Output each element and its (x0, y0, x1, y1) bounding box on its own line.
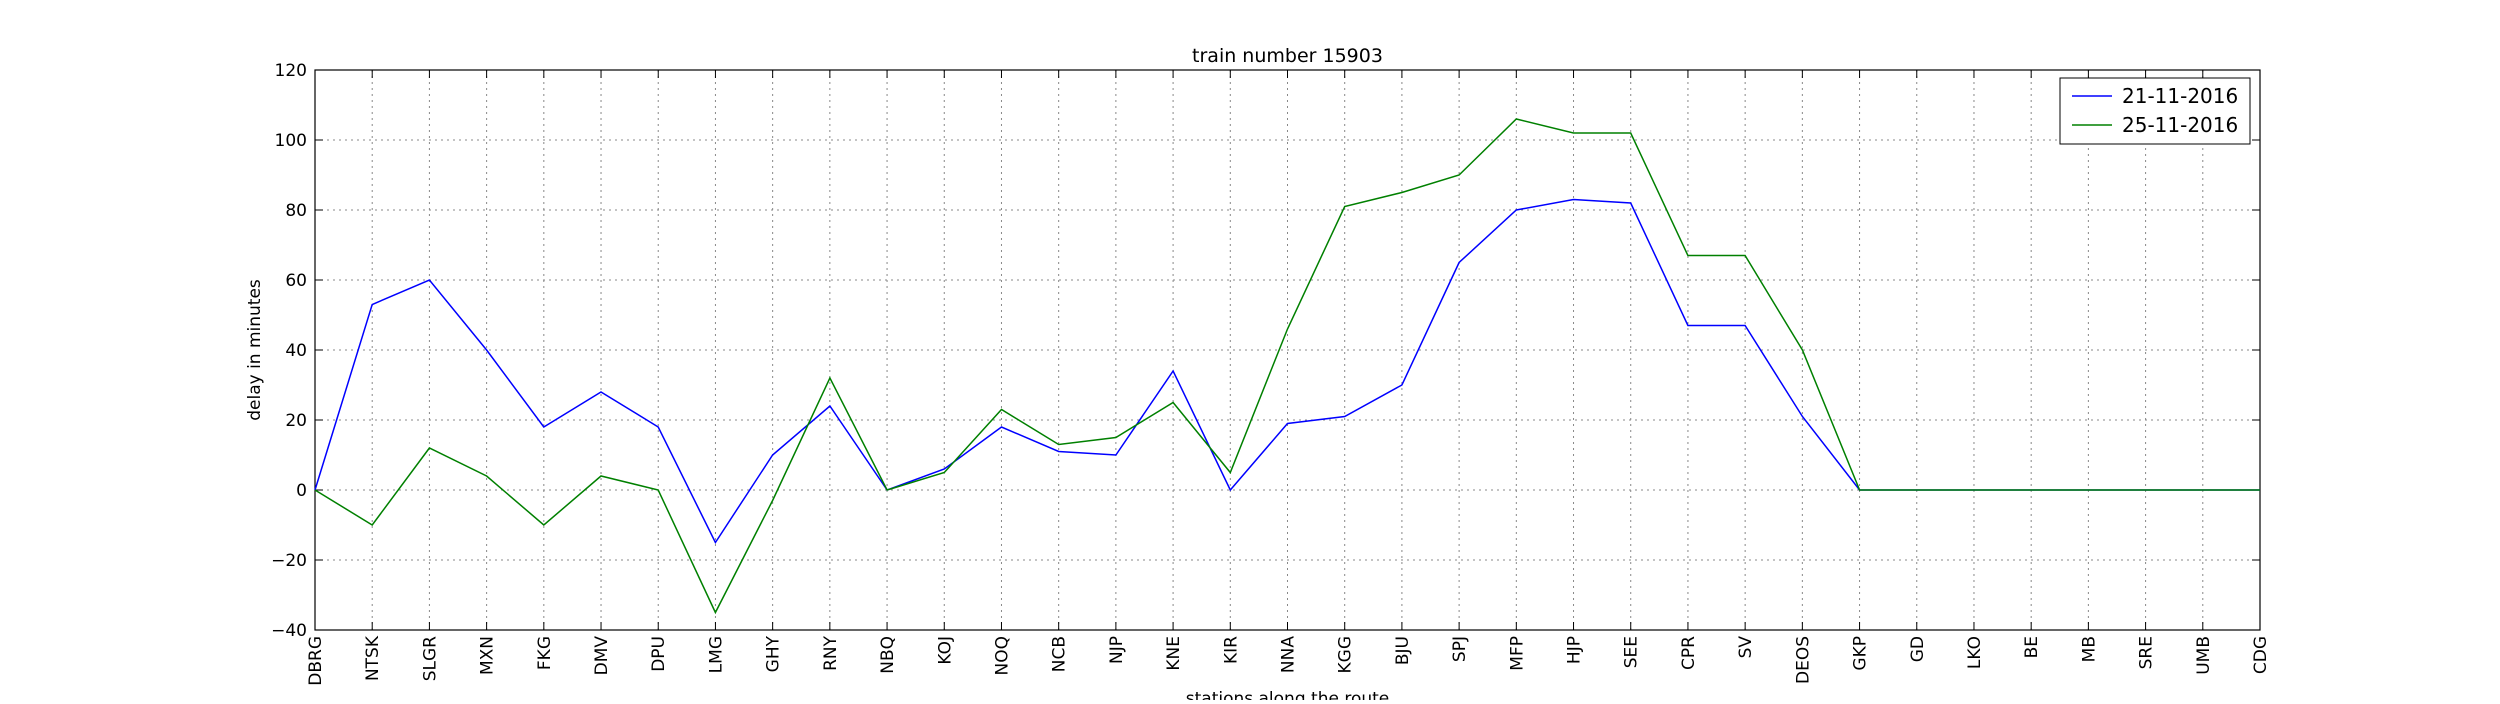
x-tick-label: NBQ (878, 636, 898, 674)
x-tick-label: SPJ (1450, 636, 1470, 662)
y-axis-ticks: −40 −20 0 20 40 60 80 100 120 (271, 61, 2260, 641)
x-tick-label: RNY (821, 635, 841, 671)
x-tick-label: SEE (1622, 636, 1642, 668)
legend-label-series-1: 21-11-2016 (2122, 84, 2238, 108)
grid (315, 70, 2260, 630)
series-line-2 (314, 118, 2260, 615)
x-tick-label: CDG (2251, 636, 2271, 674)
x-tick-label: SV (1736, 636, 1756, 659)
x-tick-label: KIR (1221, 636, 1241, 664)
legend-label-series-2: 25-11-2016 (2122, 113, 2238, 137)
chart-title: train number 15903 (1192, 45, 1383, 67)
x-tick-label: LMG (706, 636, 726, 673)
x-tick-label: MB (2079, 636, 2099, 662)
x-tick-label: KNE (1164, 636, 1184, 671)
x-tick-label: GKP (1851, 636, 1871, 671)
x-tick-label: BE (2022, 636, 2042, 658)
y-tick-label: −20 (271, 551, 307, 571)
x-tick-label: CPR (1679, 636, 1699, 670)
x-tick-label: GD (1908, 636, 1928, 662)
x-tick-label: GHY (764, 635, 784, 672)
y-tick-label: 60 (285, 271, 307, 291)
x-tick-label: BJU (1393, 636, 1413, 665)
y-tick-label: 120 (275, 61, 307, 81)
x-tick-label: DEOS (1793, 636, 1813, 684)
x-tick-label: FKG (535, 636, 555, 670)
x-tick-label: DMV (592, 636, 612, 676)
x-tick-label: DPU (649, 636, 669, 672)
y-tick-label: 80 (285, 201, 307, 221)
x-tick-label: MFP (1507, 636, 1527, 671)
x-tick-label: NCB (1050, 636, 1070, 672)
legend-frame (2059, 77, 2251, 145)
x-tick-label: KOJ (935, 636, 955, 665)
x-axis-label: stations along the route (1186, 689, 1390, 700)
y-tick-label: −40 (271, 621, 307, 641)
x-tick-label: KGG (1336, 636, 1356, 674)
y-axis-label: delay in minutes (245, 279, 265, 421)
y-tick-label: 40 (285, 341, 307, 361)
x-tick-label: MXN (478, 636, 498, 675)
x-tick-label: SLGR (420, 636, 440, 681)
x-axis-ticks: DBRG NTSK SLGR MXN FKG DMV DPU LMG GHY RNY NBQ KOJ N… (306, 70, 2271, 686)
x-tick-label: NJP (1107, 636, 1127, 664)
x-tick-label: NTSK (363, 635, 383, 681)
y-tick-label: 100 (275, 131, 307, 151)
series-lines (314, 118, 2260, 615)
y-tick-label: 20 (285, 411, 307, 431)
y-tick-label: 0 (296, 481, 307, 501)
x-tick-label: NNA (1279, 636, 1299, 673)
x-tick-label: UMB (2194, 636, 2214, 675)
x-tick-label: SRE (2137, 636, 2157, 669)
x-tick-label: HJP (1565, 636, 1585, 664)
legend: 21-11-2016 25-11-2016 (2059, 77, 2251, 145)
x-tick-label: NOQ (992, 636, 1012, 675)
x-tick-label: LKO (1965, 636, 1985, 669)
x-tick-label: DBRG (306, 636, 326, 686)
